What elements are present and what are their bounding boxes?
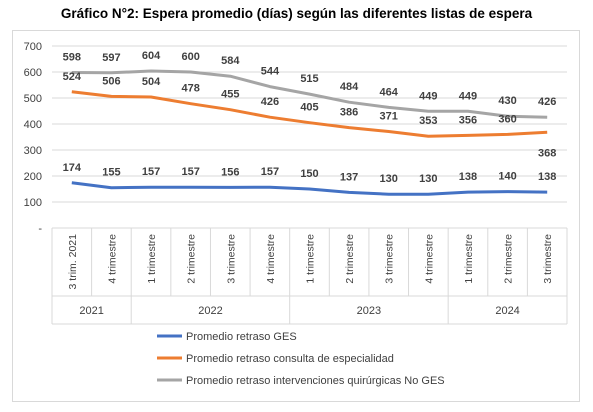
y-tick-label: 100 <box>24 197 42 209</box>
legend-entry: Promedio retraso GES <box>186 331 297 343</box>
data-label: 130 <box>419 173 437 185</box>
year-group-label: 2024 <box>495 305 519 317</box>
data-label: 137 <box>340 171 358 183</box>
year-group-label: 2021 <box>79 305 103 317</box>
data-label: 157 <box>181 166 199 178</box>
x-tick-label: 4 trimestre <box>106 234 118 284</box>
chart-title: Gráfico N°2: Espera promedio (días) segú… <box>60 6 533 21</box>
data-label: 504 <box>142 76 161 88</box>
data-label: 156 <box>221 166 239 178</box>
x-tick-label: 3 trimestre <box>225 234 237 284</box>
data-label: 506 <box>102 75 120 87</box>
data-label: 598 <box>63 52 81 64</box>
data-label: 426 <box>261 96 279 108</box>
data-label: 604 <box>142 50 161 62</box>
chart-frame <box>12 30 580 402</box>
x-tick-label: 1 trimestre <box>146 234 158 284</box>
data-label: 449 <box>419 90 437 102</box>
data-label: 138 <box>538 171 556 183</box>
y-tick-label: 400 <box>24 119 42 131</box>
x-tick-label: 3 trim. 2021 <box>67 234 79 290</box>
y-tick-label: 600 <box>24 67 42 79</box>
data-label: 368 <box>538 147 556 159</box>
x-tick-label: 3 trimestre <box>542 234 554 284</box>
y-tick-label: 500 <box>24 93 42 105</box>
x-tick-label: 2 trimestre <box>503 234 515 284</box>
data-label: 524 <box>63 71 82 83</box>
x-tick-label: 4 trimestre <box>265 234 277 284</box>
x-tick-label: 4 trimestre <box>423 234 435 284</box>
y-tick-label: 700 <box>24 41 42 53</box>
series-line-2 <box>71 90 548 138</box>
legend-entry: Promedio retraso intervenciones quirúrgi… <box>186 375 445 387</box>
year-group-label: 2022 <box>198 305 222 317</box>
x-tick-label: 1 trimestre <box>305 234 317 284</box>
x-tick-label: 3 trimestre <box>384 234 396 284</box>
data-label: 130 <box>380 173 398 185</box>
data-label: 597 <box>102 52 120 64</box>
x-tick-label: 2 trimestre <box>186 234 198 284</box>
data-label: 360 <box>498 113 516 125</box>
data-label: 155 <box>102 167 120 179</box>
data-label: 371 <box>380 111 398 123</box>
y-tick-label: 300 <box>24 145 42 157</box>
data-label: 386 <box>340 107 358 119</box>
data-label: 426 <box>538 96 556 108</box>
y-tick-label: 200 <box>24 171 42 183</box>
data-label: 484 <box>340 81 359 93</box>
x-tick-label: 1 trimestre <box>463 234 475 284</box>
data-label: 449 <box>459 90 477 102</box>
data-label: 515 <box>300 73 318 85</box>
data-label: 455 <box>221 89 239 101</box>
data-label: 584 <box>221 55 240 67</box>
x-tick-label: 2 trimestre <box>344 234 356 284</box>
data-label: 356 <box>459 114 477 126</box>
data-label: 544 <box>261 66 280 78</box>
data-label: 353 <box>419 115 437 127</box>
data-label: 600 <box>181 51 199 63</box>
legend-entry: Promedio retraso consulta de especialida… <box>186 353 394 365</box>
year-group-label: 2023 <box>357 305 381 317</box>
data-label: 150 <box>300 168 318 180</box>
data-label: 478 <box>181 83 199 95</box>
data-label: 405 <box>300 102 318 114</box>
y-tick-label: - <box>38 223 42 235</box>
data-label: 140 <box>498 171 516 183</box>
data-label: 464 <box>380 86 399 98</box>
data-label: 174 <box>63 162 82 174</box>
series-line-3 <box>71 69 548 119</box>
data-label: 157 <box>142 166 160 178</box>
data-label: 138 <box>459 171 477 183</box>
series-line-1 <box>71 181 548 196</box>
data-label: 157 <box>261 166 279 178</box>
data-label: 430 <box>498 95 516 107</box>
